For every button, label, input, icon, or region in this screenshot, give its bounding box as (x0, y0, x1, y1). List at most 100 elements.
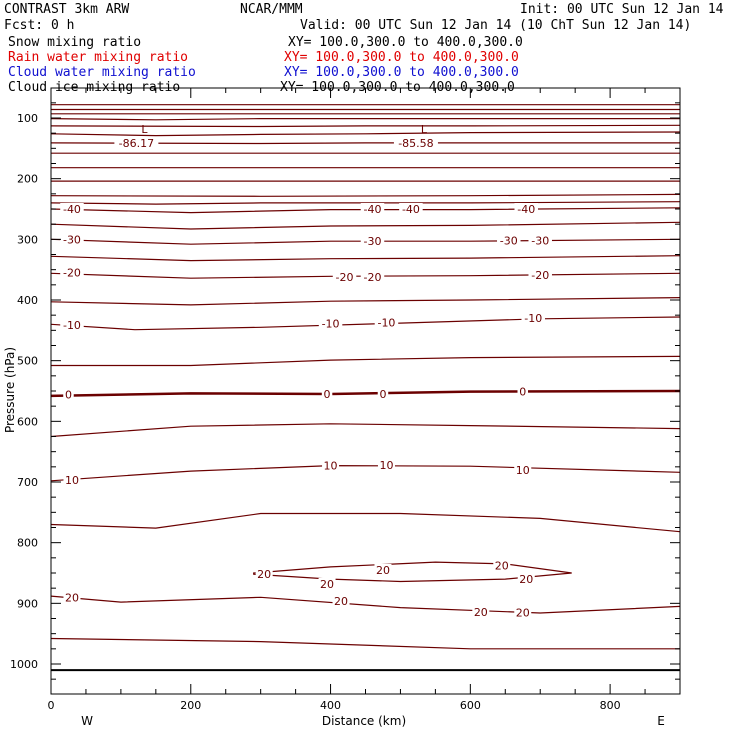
contour-label: -20 (336, 271, 354, 284)
east-label: E (657, 714, 665, 728)
contour-label: -40 (402, 203, 420, 216)
contour-label: -40 (63, 203, 81, 216)
field-cloudwater-xy: XY= 100.0,300.0 to 400.0,300.0 (284, 65, 519, 80)
contour-label-bg (514, 203, 538, 215)
contour-label-bg (517, 385, 528, 398)
valid-time: Valid: 00 UTC Sun 12 Jan 14 (10 ChT Sun … (300, 18, 692, 33)
isotherm-line (50, 423, 681, 438)
west-label: W (81, 714, 93, 728)
contour-label: -10 (377, 316, 395, 329)
contour-label: -30 (500, 235, 518, 248)
y-tick-label: 1000 (10, 658, 38, 671)
contour-label: 20 (474, 606, 488, 619)
y-tick-label: 500 (17, 355, 38, 368)
init-time: Init: 00 UTC Sun 12 Jan 14 (520, 2, 724, 17)
contour-label-bg (318, 577, 336, 590)
field-snow-label: Snow mixing ratio (8, 35, 142, 50)
y-tick-label: 200 (17, 173, 38, 186)
contour-label-bg (332, 270, 357, 283)
contour-label: 0 (519, 386, 526, 399)
contour-label-bg (60, 266, 84, 279)
y-tick-label: 600 (17, 415, 38, 428)
contour-label-bg (374, 563, 392, 576)
contour-label-bg (377, 388, 389, 401)
isotherm-line (50, 595, 681, 614)
isotherm-line (50, 221, 681, 230)
contour-label-bg (528, 234, 552, 247)
contour-label-bg (528, 269, 552, 282)
isotherm-line (50, 255, 681, 262)
contour-label-bg (472, 605, 490, 618)
contour-label-bg (514, 463, 532, 476)
contour-label: 10 (516, 464, 530, 477)
isotherm-line (50, 207, 681, 214)
contour-label: -10 (322, 318, 340, 331)
isotherm-line (50, 118, 680, 121)
contour-label: 20 (519, 573, 533, 586)
contour-label-bg (321, 388, 333, 401)
isotherm-line (50, 637, 680, 650)
isotherm-line (50, 142, 680, 145)
y-tick-label: 400 (17, 294, 38, 307)
contour-label: -10 (63, 319, 81, 332)
y-axis-label: Pressure (hPa) (3, 347, 17, 433)
field-rain-xy: XY= 100.0,300.0 to 400.0,300.0 (284, 50, 519, 65)
extremum-bg (114, 137, 159, 150)
contour-label-bg (322, 459, 340, 472)
contour-label: -40 (364, 203, 382, 216)
contour-label-bg (63, 388, 74, 401)
contour-label: 20 (376, 564, 390, 577)
isotherm-line (50, 201, 681, 205)
contour-label-bg (517, 573, 535, 586)
contour-label-bg (497, 234, 521, 247)
field-rain-label: Rain water mixing ratio (8, 50, 189, 65)
isotherm-line (50, 389, 681, 398)
contour-label: 10 (65, 474, 79, 487)
y-tick-label: 900 (17, 597, 38, 610)
contour-label: 20 (334, 595, 348, 608)
contour-label-bg (318, 317, 343, 330)
isotherm-line (50, 316, 681, 331)
isotherm-line (50, 193, 681, 197)
x-tick-label: 200 (180, 699, 201, 712)
contour-label-bg (360, 203, 385, 215)
contour-label-bg (60, 318, 84, 331)
center-label: NCAR/MMM (240, 2, 303, 17)
contour-label-bg (493, 559, 511, 572)
contour-label: 20 (320, 578, 334, 591)
contour-label: -20 (364, 271, 382, 284)
x-tick-label: 600 (460, 699, 481, 712)
x-tick-label: 0 (48, 699, 55, 712)
field-cloudwater-label: Cloud water mixing ratio (8, 65, 196, 80)
isotherm-line (51, 355, 681, 367)
isotherm-line (50, 124, 681, 128)
x-axis-label: Distance (km) (322, 714, 406, 728)
low-value: -86.17 (119, 137, 154, 150)
contour-label: 20 (495, 560, 509, 573)
contour-label: -10 (524, 312, 542, 325)
contour-label-bg (377, 459, 395, 472)
contour-label: -20 (531, 269, 549, 282)
contour-label-bg (60, 203, 84, 215)
contour-label-bg (360, 270, 385, 283)
contour-label-bg (60, 233, 84, 246)
contour-label: 20 (257, 568, 271, 581)
contour-label-bg (255, 568, 273, 581)
contour-label: 0 (65, 389, 72, 402)
contour-label: 10 (379, 459, 393, 472)
contour-label-bg (521, 312, 545, 325)
contour-label-bg (63, 474, 81, 487)
contour-label-bg (374, 316, 399, 329)
contour-label: -40 (517, 203, 535, 216)
extremum-bg (393, 137, 438, 150)
contour-label-bg (63, 591, 81, 604)
contour-label: 0 (324, 388, 331, 401)
contour-label-bg (360, 235, 385, 248)
chart-title: CONTRAST 3km ARW (4, 2, 130, 17)
contour-label: 10 (324, 460, 338, 473)
forecast-hour: Fcst: 0 h (4, 18, 75, 33)
contour-label: -30 (63, 233, 81, 246)
low-marker: L (141, 123, 148, 136)
field-snow-xy: XY= 100.0,300.0 to 400.0,300.0 (288, 35, 523, 50)
